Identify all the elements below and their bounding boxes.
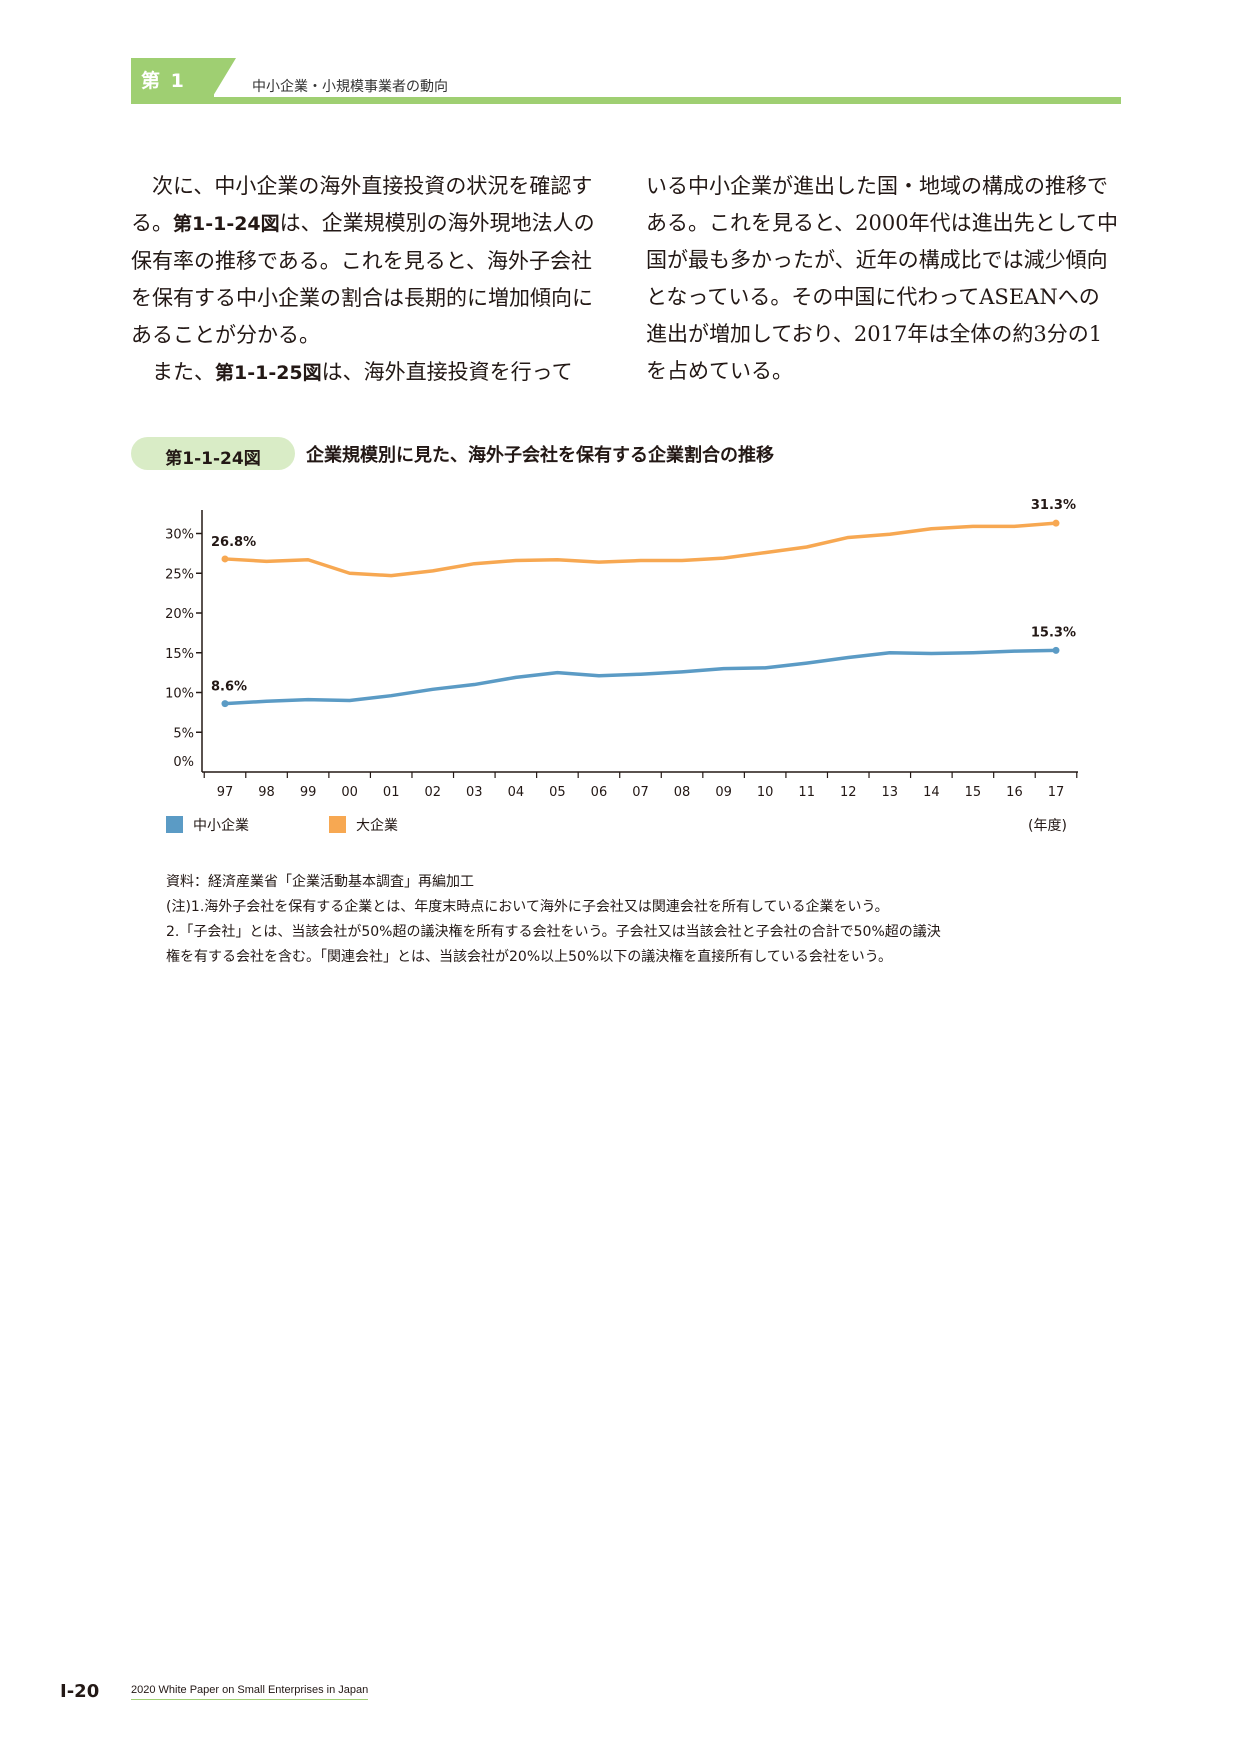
legend-label: 中小企業 xyxy=(193,818,249,834)
y-tick-label: 20% xyxy=(165,607,194,622)
x-tick-label: 01 xyxy=(383,785,400,800)
text: は、企業規模別の海外現地法人の保有率の推移である。これを見ると、海外子会社を保有… xyxy=(131,211,595,347)
x-tick-label: 07 xyxy=(632,785,649,800)
x-tick-label: 00 xyxy=(341,785,358,800)
text: 次に、中小企業の海外直接投資の状況を確認する。 xyxy=(131,174,593,235)
note-2-cont: 権を有する会社を含む。「関連会社」とは、当該会社が20%以上50%以下の議決権を… xyxy=(166,949,892,965)
data-label: 31.3% xyxy=(1031,498,1076,513)
line-chart: 0% 5% 10% 15% 20% 25% 30% 97 98 99 00 01 02 03 04 05 06 0… xyxy=(165,498,1078,800)
figure-title: 企業規模別に見た、海外子会社を保有する企業割合の推移 xyxy=(306,445,774,466)
data-label: 8.6% xyxy=(211,680,247,695)
y-tick-label: 15% xyxy=(165,647,194,662)
note-2: 2.「子会社」とは、当該会社が50%超の議決権を所有する会社をいう。子会社又は当… xyxy=(166,924,941,940)
x-tick-label: 03 xyxy=(466,785,483,800)
figure-reference: 第1-1-24図 xyxy=(173,213,280,235)
body-column-left: 次に、中小企業の海外直接投資の状況を確認する。第1-1-24図は、企業規模別の海… xyxy=(131,168,603,392)
x-tick-label: 10 xyxy=(757,785,774,800)
paragraph: いる中小企業が進出した国・地域の構成の推移である。これを見ると、2000年代は進… xyxy=(646,174,1118,383)
legend-swatch-sme xyxy=(166,816,183,833)
page-number: Ⅰ-20 xyxy=(60,1681,100,1702)
y-tick-label: 10% xyxy=(165,687,194,702)
legend-item-sme: 中小企業 xyxy=(166,815,249,835)
figure-reference: 第1-1-25図 xyxy=(215,362,322,384)
data-label: 26.8% xyxy=(211,535,256,550)
x-tick-label: 17 xyxy=(1048,785,1065,800)
x-tick-label: 97 xyxy=(217,785,234,800)
x-tick-label: 06 xyxy=(591,785,608,800)
x-tick-label: 13 xyxy=(882,785,899,800)
series-line-sme xyxy=(223,648,1058,706)
data-label: 15.3% xyxy=(1031,625,1076,640)
x-tick-label: 12 xyxy=(840,785,857,800)
y-tick-label: 0% xyxy=(173,755,194,770)
x-axis-unit: (年度) xyxy=(1028,818,1067,834)
x-tick-label: 15 xyxy=(965,785,982,800)
series-line-large xyxy=(223,521,1058,578)
legend-label: 大企業 xyxy=(356,818,398,834)
chapter-label: 第 1 章 xyxy=(141,70,186,119)
data-point xyxy=(221,555,229,563)
x-tick-label: 09 xyxy=(715,785,732,800)
y-tick-label: 25% xyxy=(165,567,194,582)
legend-item-large: 大企業 xyxy=(329,815,398,835)
x-tick-label: 16 xyxy=(1006,785,1023,800)
legend-swatch-large xyxy=(329,816,346,833)
x-tick-label: 04 xyxy=(508,785,525,800)
data-point xyxy=(1052,519,1060,527)
x-tick-label: 02 xyxy=(424,785,441,800)
body-column-right: いる中小企業が進出した国・地域の構成の推移である。これを見ると、2000年代は進… xyxy=(646,168,1118,390)
x-tick-label: 14 xyxy=(923,785,940,800)
figure-number-badge: 第1-1-24図 xyxy=(131,437,295,470)
chapter-rule xyxy=(131,97,1121,104)
text: は、海外直接投資を行って xyxy=(321,360,573,384)
x-tick-label: 99 xyxy=(300,785,317,800)
x-tick-label: 08 xyxy=(674,785,691,800)
x-tick-label: 98 xyxy=(258,785,275,800)
data-point xyxy=(1052,646,1060,654)
y-tick-label: 30% xyxy=(165,528,194,543)
publication-title: 2020 White Paper on Small Enterprises in… xyxy=(131,1684,369,1700)
figure-notes: 資料：経済産業省「企業活動基本調査」再編加工 (注)1.海外子会社を保有する企業… xyxy=(166,870,1086,970)
chapter-badge-notch xyxy=(210,58,236,101)
data-point xyxy=(221,700,229,708)
paragraph: また、第1-1-25図は、海外直接投資を行って xyxy=(131,354,603,392)
text: また、 xyxy=(152,360,215,384)
note-1: (注)1.海外子会社を保有する企業とは、年度末時点において海外に子会社又は関連会… xyxy=(166,899,889,915)
chapter-title: 中小企業・小規模事業者の動向 xyxy=(252,79,448,95)
figure-number: 第1-1-24図 xyxy=(165,449,261,469)
paragraph: 次に、中小企業の海外直接投資の状況を確認する。第1-1-24図は、企業規模別の海… xyxy=(131,168,603,354)
y-tick-label: 5% xyxy=(173,726,194,741)
source-note: 資料：経済産業省「企業活動基本調査」再編加工 xyxy=(166,874,474,890)
x-tick-label: 05 xyxy=(549,785,566,800)
chapter-badge: 第 1 章 xyxy=(131,58,214,119)
x-tick-label: 11 xyxy=(798,785,815,800)
